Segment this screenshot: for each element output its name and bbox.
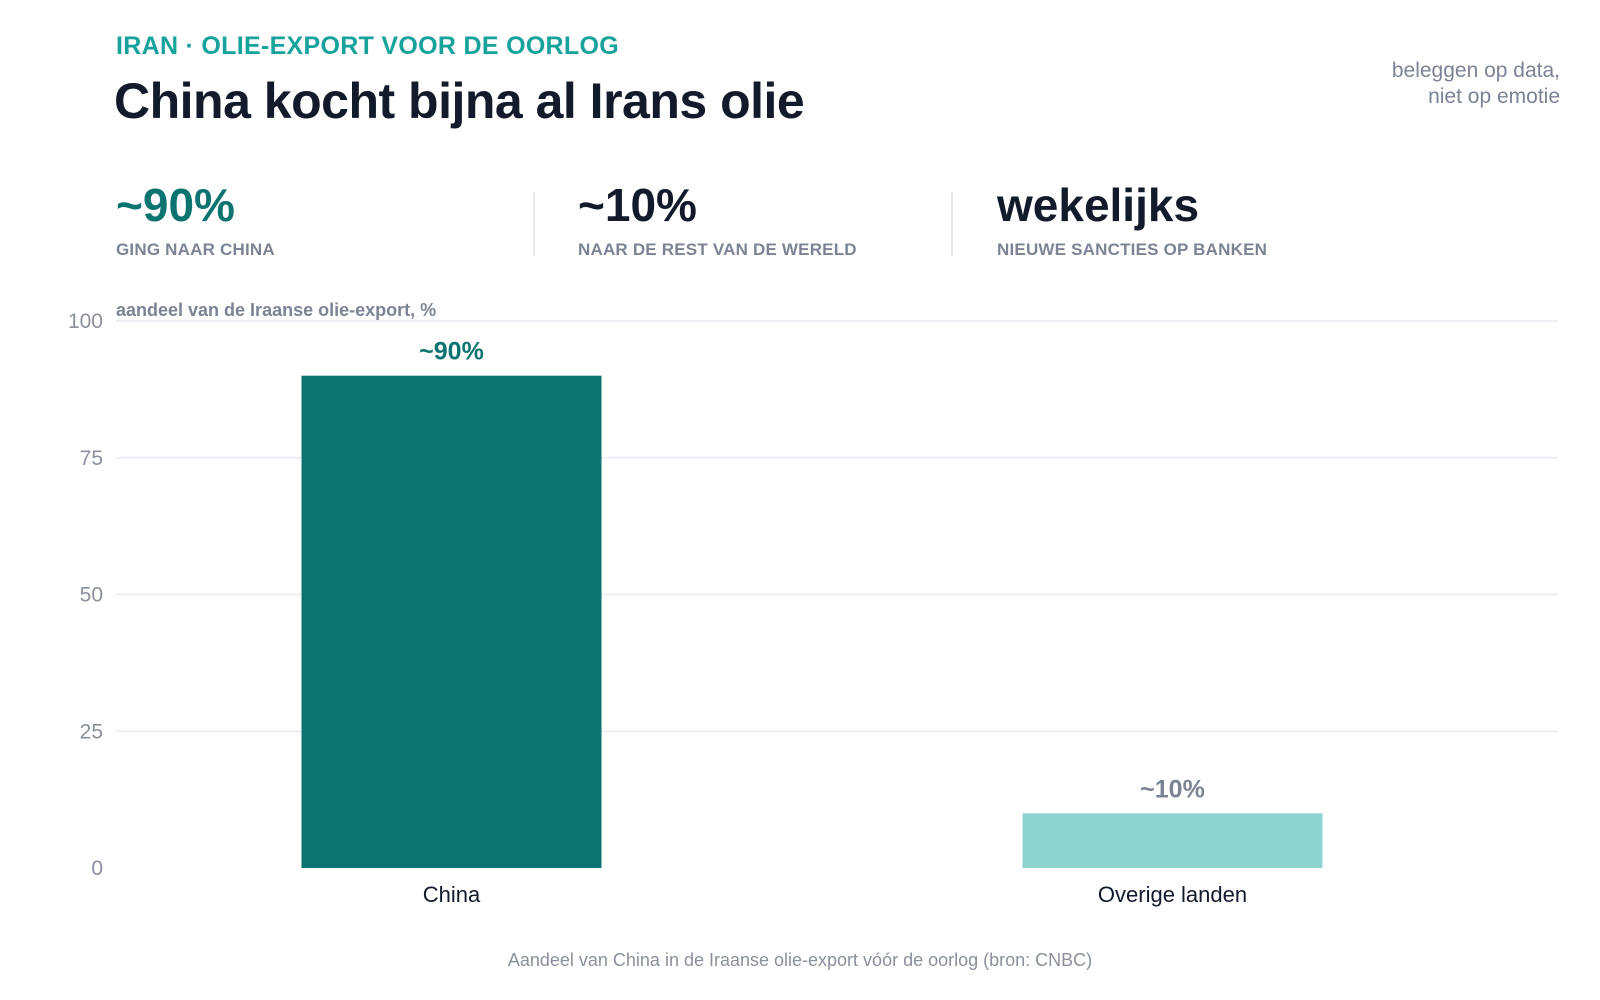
stat-value: ~90%	[116, 179, 235, 231]
y-tick-label: 75	[80, 447, 103, 470]
stat-value: wekelijks	[997, 179, 1200, 231]
bar-china	[301, 375, 602, 868]
x-tick-label: Overige landen	[1098, 882, 1247, 907]
bar-value-label: ~10%	[1140, 775, 1205, 803]
kicker: IRAN · OLIE-EXPORT VOOR DE OORLOG	[116, 32, 619, 60]
y-tick-label: 50	[80, 584, 103, 607]
stat-label: NIEUWE SANCTIES OP BANKEN	[997, 240, 1268, 259]
stats-row: ~90% GING NAAR CHINA ~10% NAAR DE REST V…	[0, 178, 1600, 268]
y-axis-label: aandeel van de Iraanse olie-export, %	[116, 300, 436, 320]
stat-label: NAAR DE REST VAN DE WERELD	[578, 240, 857, 259]
stat-china: ~90% GING NAAR CHINA	[116, 178, 275, 260]
y-tick-label: 0	[91, 857, 103, 880]
tagline-line-2: niet op emotie	[1428, 85, 1560, 108]
y-tick-label: 100	[68, 310, 103, 333]
bar-overige-landen	[1022, 813, 1323, 868]
chart-caption: Aandeel van China in de Iraanse olie-exp…	[507, 950, 1093, 970]
tagline-line-1: beleggen op data,	[1391, 59, 1560, 82]
x-tick-label: China	[423, 882, 481, 907]
tagline: beleggen op data, niet op emotie	[1392, 58, 1560, 110]
page-title: China kocht bijna al Irans olie	[114, 73, 805, 129]
stat-divider	[951, 192, 953, 256]
stat-label: GING NAAR CHINA	[116, 240, 275, 259]
stat-rest: ~10% NAAR DE REST VAN DE WERELD	[578, 178, 857, 260]
stat-value: ~10%	[578, 179, 697, 231]
stat-sanctions: wekelijks NIEUWE SANCTIES OP BANKEN	[997, 178, 1267, 260]
y-tick-label: 25	[80, 720, 103, 743]
stat-divider	[533, 192, 535, 256]
bar-value-label: ~90%	[419, 338, 484, 366]
